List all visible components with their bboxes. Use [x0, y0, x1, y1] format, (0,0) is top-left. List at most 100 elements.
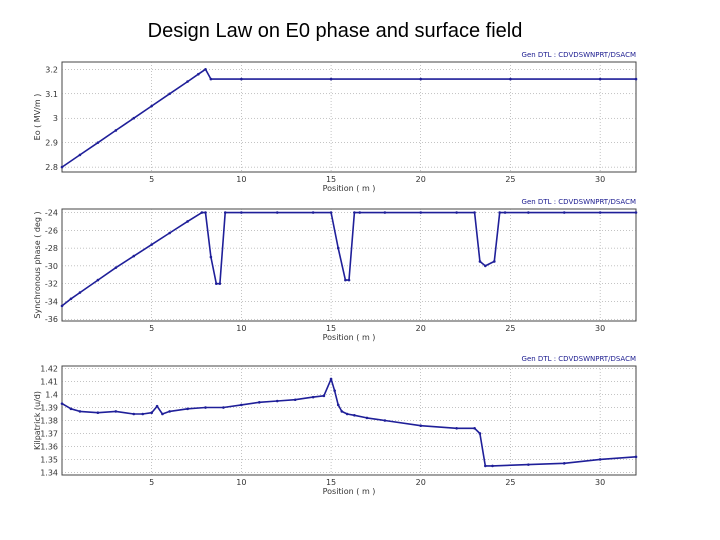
y-tick-label: 2.8 [45, 163, 58, 172]
x-tick-label: 25 [505, 324, 515, 333]
data-point [240, 77, 243, 81]
data-point [455, 426, 458, 430]
data-point [473, 426, 476, 430]
data-point [200, 211, 204, 214]
series-line [61, 378, 637, 467]
data-point [155, 404, 159, 408]
y-tick-label: 1.4 [45, 391, 58, 400]
data-point [114, 129, 118, 132]
data-point [186, 80, 189, 83]
y-tick-label: -30 [45, 262, 58, 271]
data-point [598, 77, 602, 81]
data-point [132, 254, 136, 258]
x-tick-label: 30 [595, 324, 605, 333]
y-tick-label: -24 [45, 209, 58, 218]
y-tick-label: 1.37 [40, 429, 58, 438]
y-axis-label: Kilpatrick (u/d) [33, 391, 42, 450]
data-point [78, 410, 82, 413]
y-tick-label: -32 [45, 280, 58, 289]
data-point [345, 412, 349, 416]
data-point [204, 406, 207, 409]
data-point [329, 377, 333, 381]
y-tick-label: 3.2 [45, 65, 58, 74]
data-point [562, 462, 566, 465]
data-point [484, 264, 487, 268]
data-point [419, 77, 423, 81]
data-point [204, 211, 207, 214]
data-point [69, 297, 73, 301]
data-point [478, 432, 482, 435]
data-point [258, 401, 261, 404]
data-point [96, 411, 100, 415]
y-tick-label: 1.42 [40, 365, 58, 374]
data-point [383, 211, 387, 214]
data-point [60, 304, 64, 308]
data-point [141, 412, 145, 416]
data-point [503, 211, 507, 214]
legend-label: Gen DTL : CDVDSWNPRT/DSACM [522, 355, 636, 363]
x-axis-label: Position ( m ) [323, 184, 376, 193]
data-point [498, 211, 501, 214]
data-point [96, 141, 100, 144]
x-axis-label: Position ( m ) [323, 487, 376, 496]
data-point [473, 211, 476, 214]
x-tick-label: 15 [326, 175, 336, 184]
data-point [322, 394, 326, 398]
x-tick-label: 20 [416, 324, 426, 333]
data-point [168, 92, 171, 96]
data-point [353, 211, 356, 214]
data-point [419, 211, 423, 214]
y-tick-label: 1.35 [40, 455, 58, 464]
chart-kilpatrick: 1.42 1.41 1.4 1.39 1.38 1.37 1.36 1.35 1.34 5 10 15… [33, 355, 638, 496]
y-tick-label: -34 [45, 297, 58, 306]
y-tick-label: 2.9 [45, 139, 58, 148]
x-tick-label: 5 [149, 324, 154, 333]
data-point [60, 165, 64, 169]
x-tick-label: 30 [595, 478, 605, 487]
x-tick-label: 20 [416, 175, 426, 184]
data-point [634, 455, 638, 459]
data-point [311, 395, 315, 399]
y-tick-label: 1.36 [40, 442, 58, 451]
data-point [197, 72, 200, 76]
data-point [509, 77, 512, 81]
data-point [168, 410, 171, 413]
x-axis-label: Position ( m ) [323, 333, 376, 342]
data-point [132, 116, 136, 120]
data-point [132, 412, 136, 416]
y-axis-label: Synchronous phase ( deg ) [33, 211, 42, 318]
data-point [311, 211, 315, 214]
data-point [347, 278, 351, 282]
legend-label: Gen DTL : CDVDSWNPRT/DSACM [522, 51, 636, 59]
data-point [527, 463, 530, 466]
y-tick-label: 1.38 [40, 417, 58, 426]
x-tick-label: 25 [505, 478, 515, 487]
data-point [114, 266, 118, 269]
data-point [218, 282, 222, 285]
plot-frame [61, 208, 637, 322]
data-point [161, 412, 164, 416]
y-tick-label: 1.34 [40, 468, 58, 477]
data-point [333, 389, 336, 392]
x-tick-label: 15 [326, 478, 336, 487]
data-point [186, 407, 189, 411]
data-point [336, 246, 340, 250]
y-tick-label: -36 [45, 315, 58, 324]
data-point [353, 414, 356, 417]
page-title: Design Law on E0 phase and surface field [147, 20, 523, 42]
x-tick-label: 10 [236, 324, 246, 333]
x-tick-label: 25 [505, 175, 515, 184]
data-point [96, 278, 100, 282]
chart-eo-field: 3.2 3.1 3 2.9 2.8 5 10 15 20 25 30 Position ( m ) Eo… [33, 51, 638, 193]
y-tick-label: -26 [45, 226, 58, 235]
data-point [150, 411, 153, 415]
y-tick-label: 1.39 [40, 404, 58, 413]
legend-label: Gen DTL : CDVDSWNPRT/DSACM [522, 198, 636, 206]
data-point [209, 77, 213, 81]
x-tick-label: 5 [149, 478, 154, 487]
data-point [69, 407, 73, 411]
data-point [150, 243, 153, 246]
x-tick-label: 10 [236, 478, 246, 487]
data-point [240, 211, 243, 214]
x-tick-label: 10 [236, 175, 246, 184]
